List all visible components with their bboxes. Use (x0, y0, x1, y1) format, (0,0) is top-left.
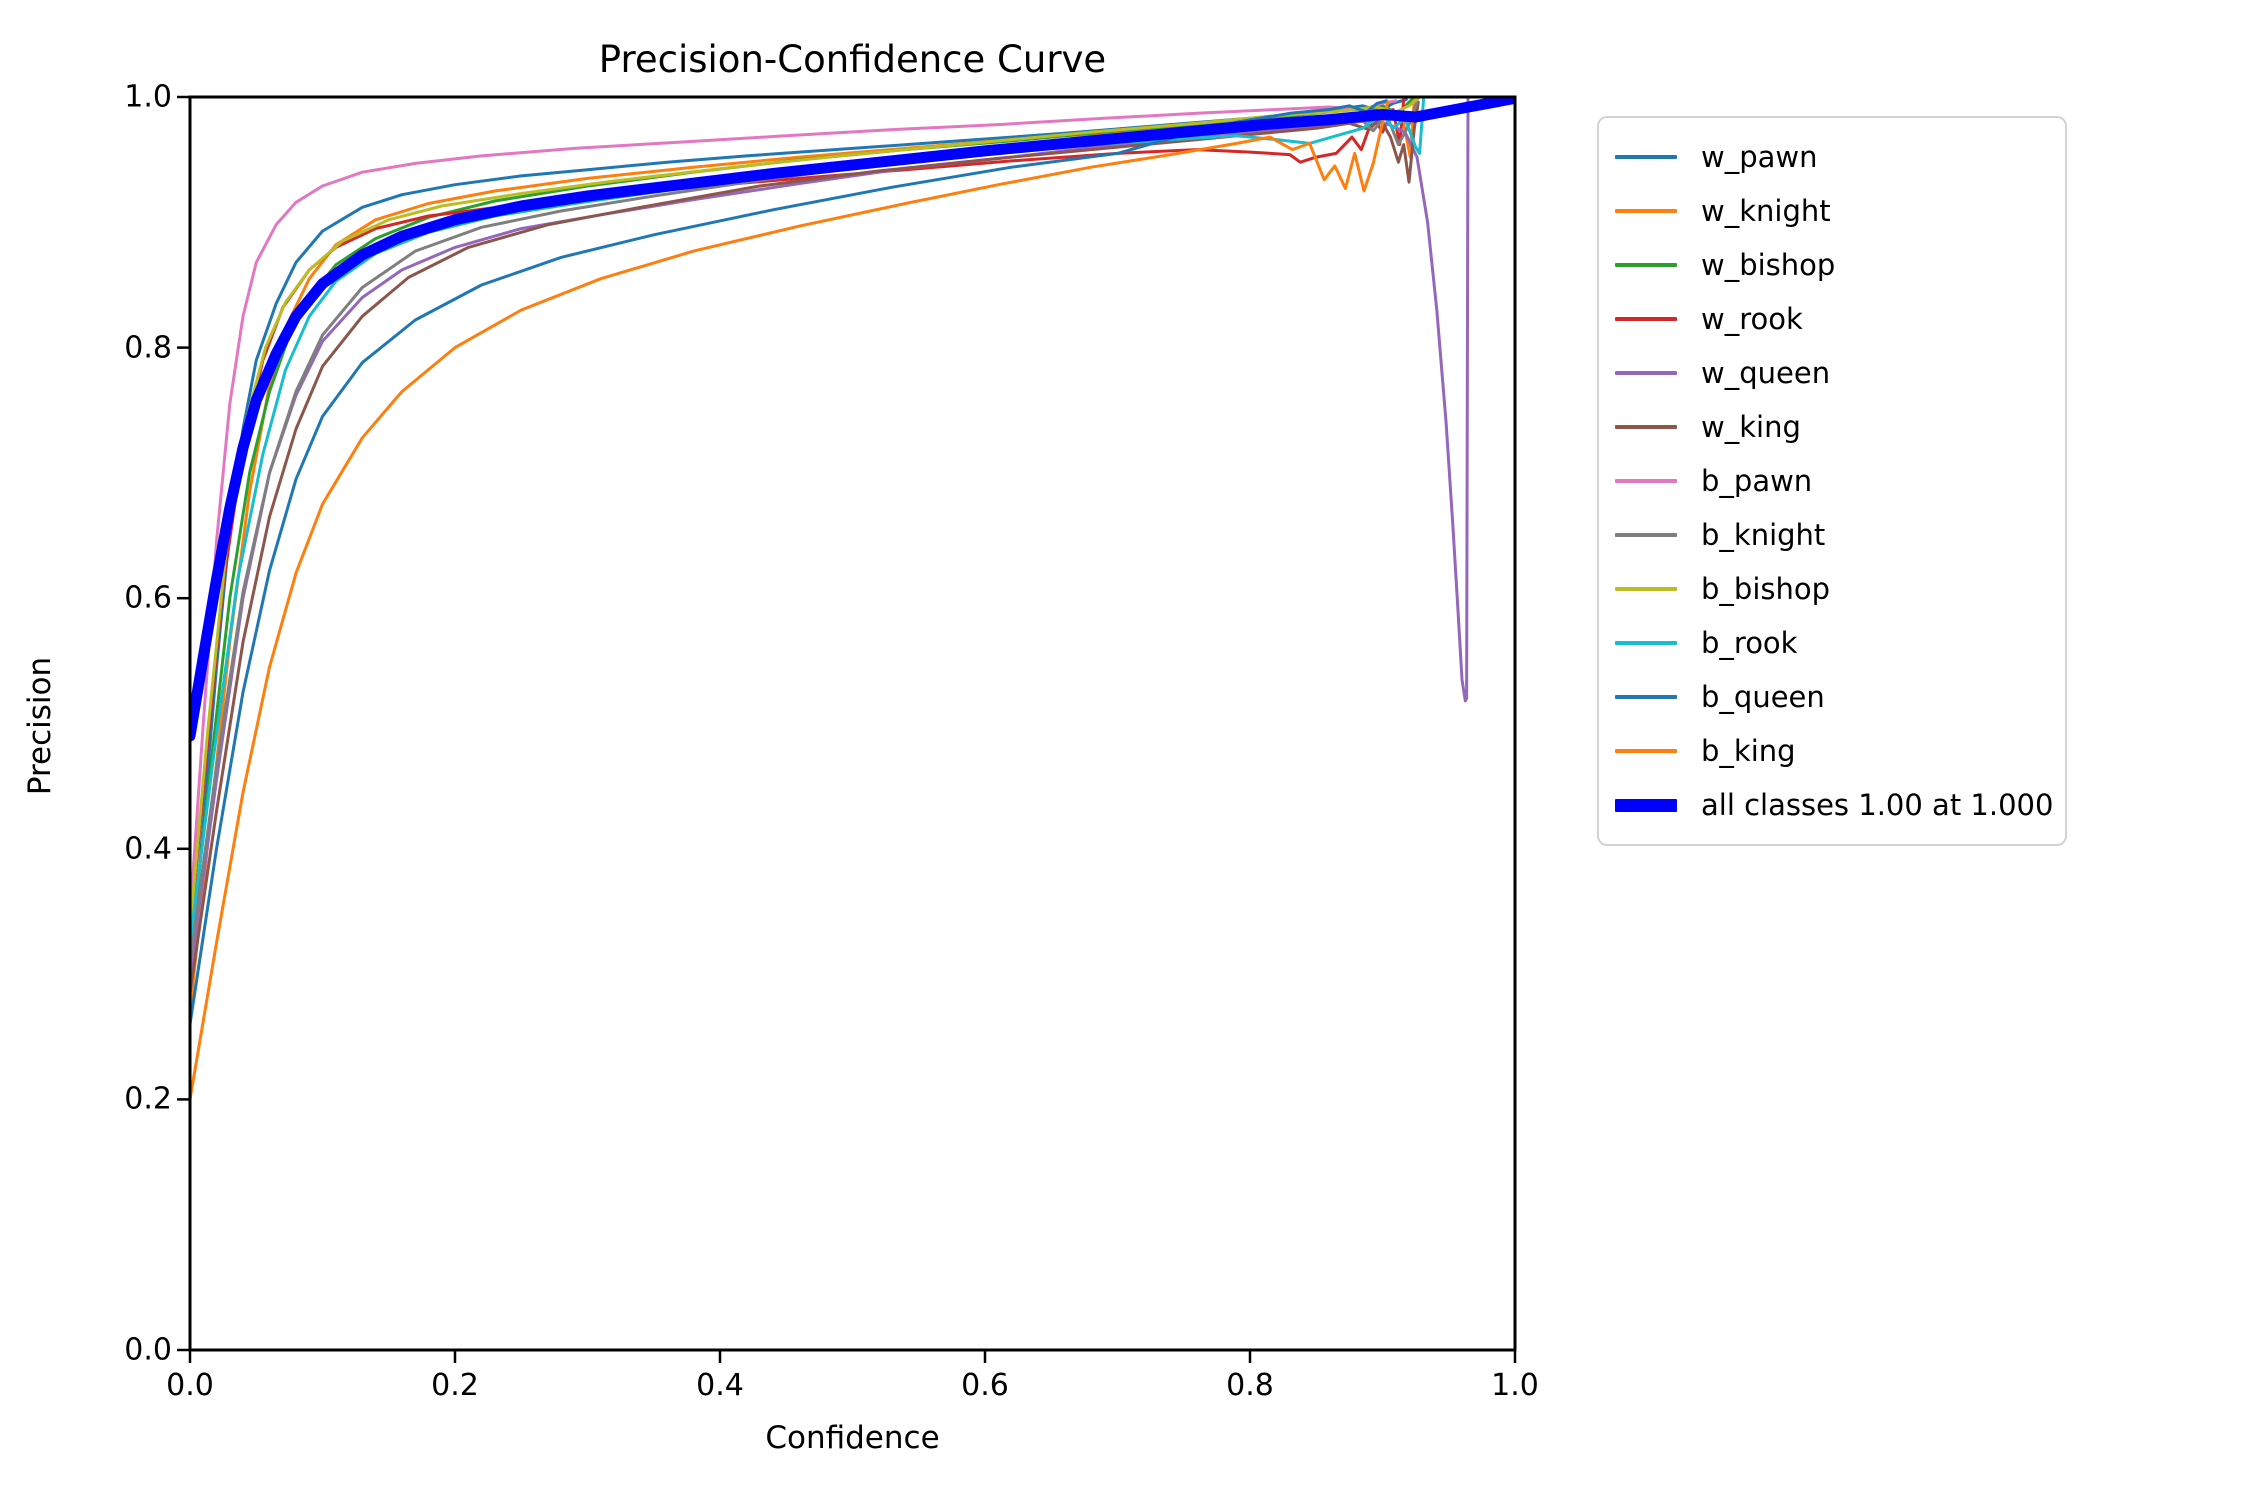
legend-swatch-w_pawn (1615, 155, 1677, 159)
legend-item-b_pawn: b_pawn (1599, 454, 2065, 508)
legend-item-b_king: b_king (1599, 724, 2065, 778)
plot-area-border (188, 95, 1517, 1352)
legend-item-b_knight: b_knight (1599, 508, 2065, 562)
legend-label: b_knight (1701, 518, 1826, 552)
legend-swatch-all_classes (1615, 798, 1677, 812)
y-tick-label: 1.0 (124, 79, 172, 115)
legend-swatch-b_queen (1615, 695, 1677, 699)
x-tick-label: 0.6 (961, 1368, 1009, 1403)
legend-label: b_pawn (1701, 464, 1813, 498)
curves (190, 97, 1515, 1101)
chart-title: Precision-Confidence Curve (598, 38, 1107, 81)
legend-label: all classes 1.00 at 1.000 (1701, 788, 2054, 822)
curve-b_queen (190, 99, 1388, 1026)
legend-label: w_queen (1701, 356, 1831, 390)
legend-item-w_knight: w_knight (1599, 184, 2065, 238)
legend: w_pawn w_knight w_bishop w_rook w_queen w_kin… (1597, 116, 2067, 846)
y-tick-label: 0.8 (124, 330, 172, 366)
legend-item-all_classes: all classes 1.00 at 1.000 (1599, 778, 2065, 832)
legend-label: b_bishop (1701, 572, 1831, 606)
legend-label: b_king (1701, 734, 1796, 768)
y-tick-label: 0.6 (124, 580, 172, 616)
y-axis-label: Precision (22, 656, 58, 796)
legend-swatch-b_knight (1615, 533, 1677, 537)
legend-swatch-b_king (1615, 749, 1677, 753)
x-axis-label: Confidence (765, 1420, 940, 1456)
legend-label: w_pawn (1701, 140, 1818, 174)
legend-item-w_bishop: w_bishop (1599, 238, 2065, 292)
y-tick-label: 0.4 (124, 831, 172, 867)
x-tick-label: 0.2 (431, 1368, 479, 1403)
curve-w_king (190, 100, 1420, 995)
legend-swatch-w_queen (1615, 371, 1677, 375)
x-tick-label: 1.0 (1491, 1368, 1539, 1403)
legend-label: w_knight (1701, 194, 1831, 228)
legend-label: b_queen (1701, 680, 1825, 714)
legend-swatch-b_bishop (1615, 587, 1677, 591)
y-tick-label: 0.2 (124, 1081, 172, 1117)
legend-label: w_king (1701, 410, 1801, 444)
legend-item-w_king: w_king (1599, 400, 2065, 454)
legend-item-b_queen: b_queen (1599, 670, 2065, 724)
legend-item-b_bishop: b_bishop (1599, 562, 2065, 616)
curve-b_bishop (190, 97, 1420, 932)
legend-item-w_queen: w_queen (1599, 346, 2065, 400)
legend-swatch-w_rook (1615, 317, 1677, 321)
y-tick-label: 0.0 (124, 1332, 172, 1368)
curve-w_rook (190, 98, 1406, 938)
legend-swatch-w_bishop (1615, 263, 1677, 267)
curve-b_pawn (190, 99, 1398, 920)
legend-label: w_bishop (1701, 248, 1836, 282)
legend-swatch-w_knight (1615, 209, 1677, 213)
curve-w_knight (190, 98, 1416, 1014)
curve-b_king (190, 100, 1390, 1101)
x-tick-label: 0.4 (696, 1368, 744, 1403)
curve-all_classes (190, 97, 1515, 742)
legend-swatch-w_king (1615, 425, 1677, 429)
legend-label: w_rook (1701, 302, 1803, 336)
legend-label: b_rook (1701, 626, 1798, 660)
legend-swatch-b_pawn (1615, 479, 1677, 483)
tick-marks (177, 95, 1517, 1363)
legend-item-b_rook: b_rook (1599, 616, 2065, 670)
legend-item-w_pawn: w_pawn (1599, 130, 2065, 184)
x-tick-label: 0.0 (166, 1368, 214, 1403)
x-tick-label: 0.8 (1226, 1368, 1274, 1403)
legend-swatch-b_rook (1615, 641, 1677, 645)
legend-item-w_rook: w_rook (1599, 292, 2065, 346)
curve-w_queen (190, 98, 1470, 976)
